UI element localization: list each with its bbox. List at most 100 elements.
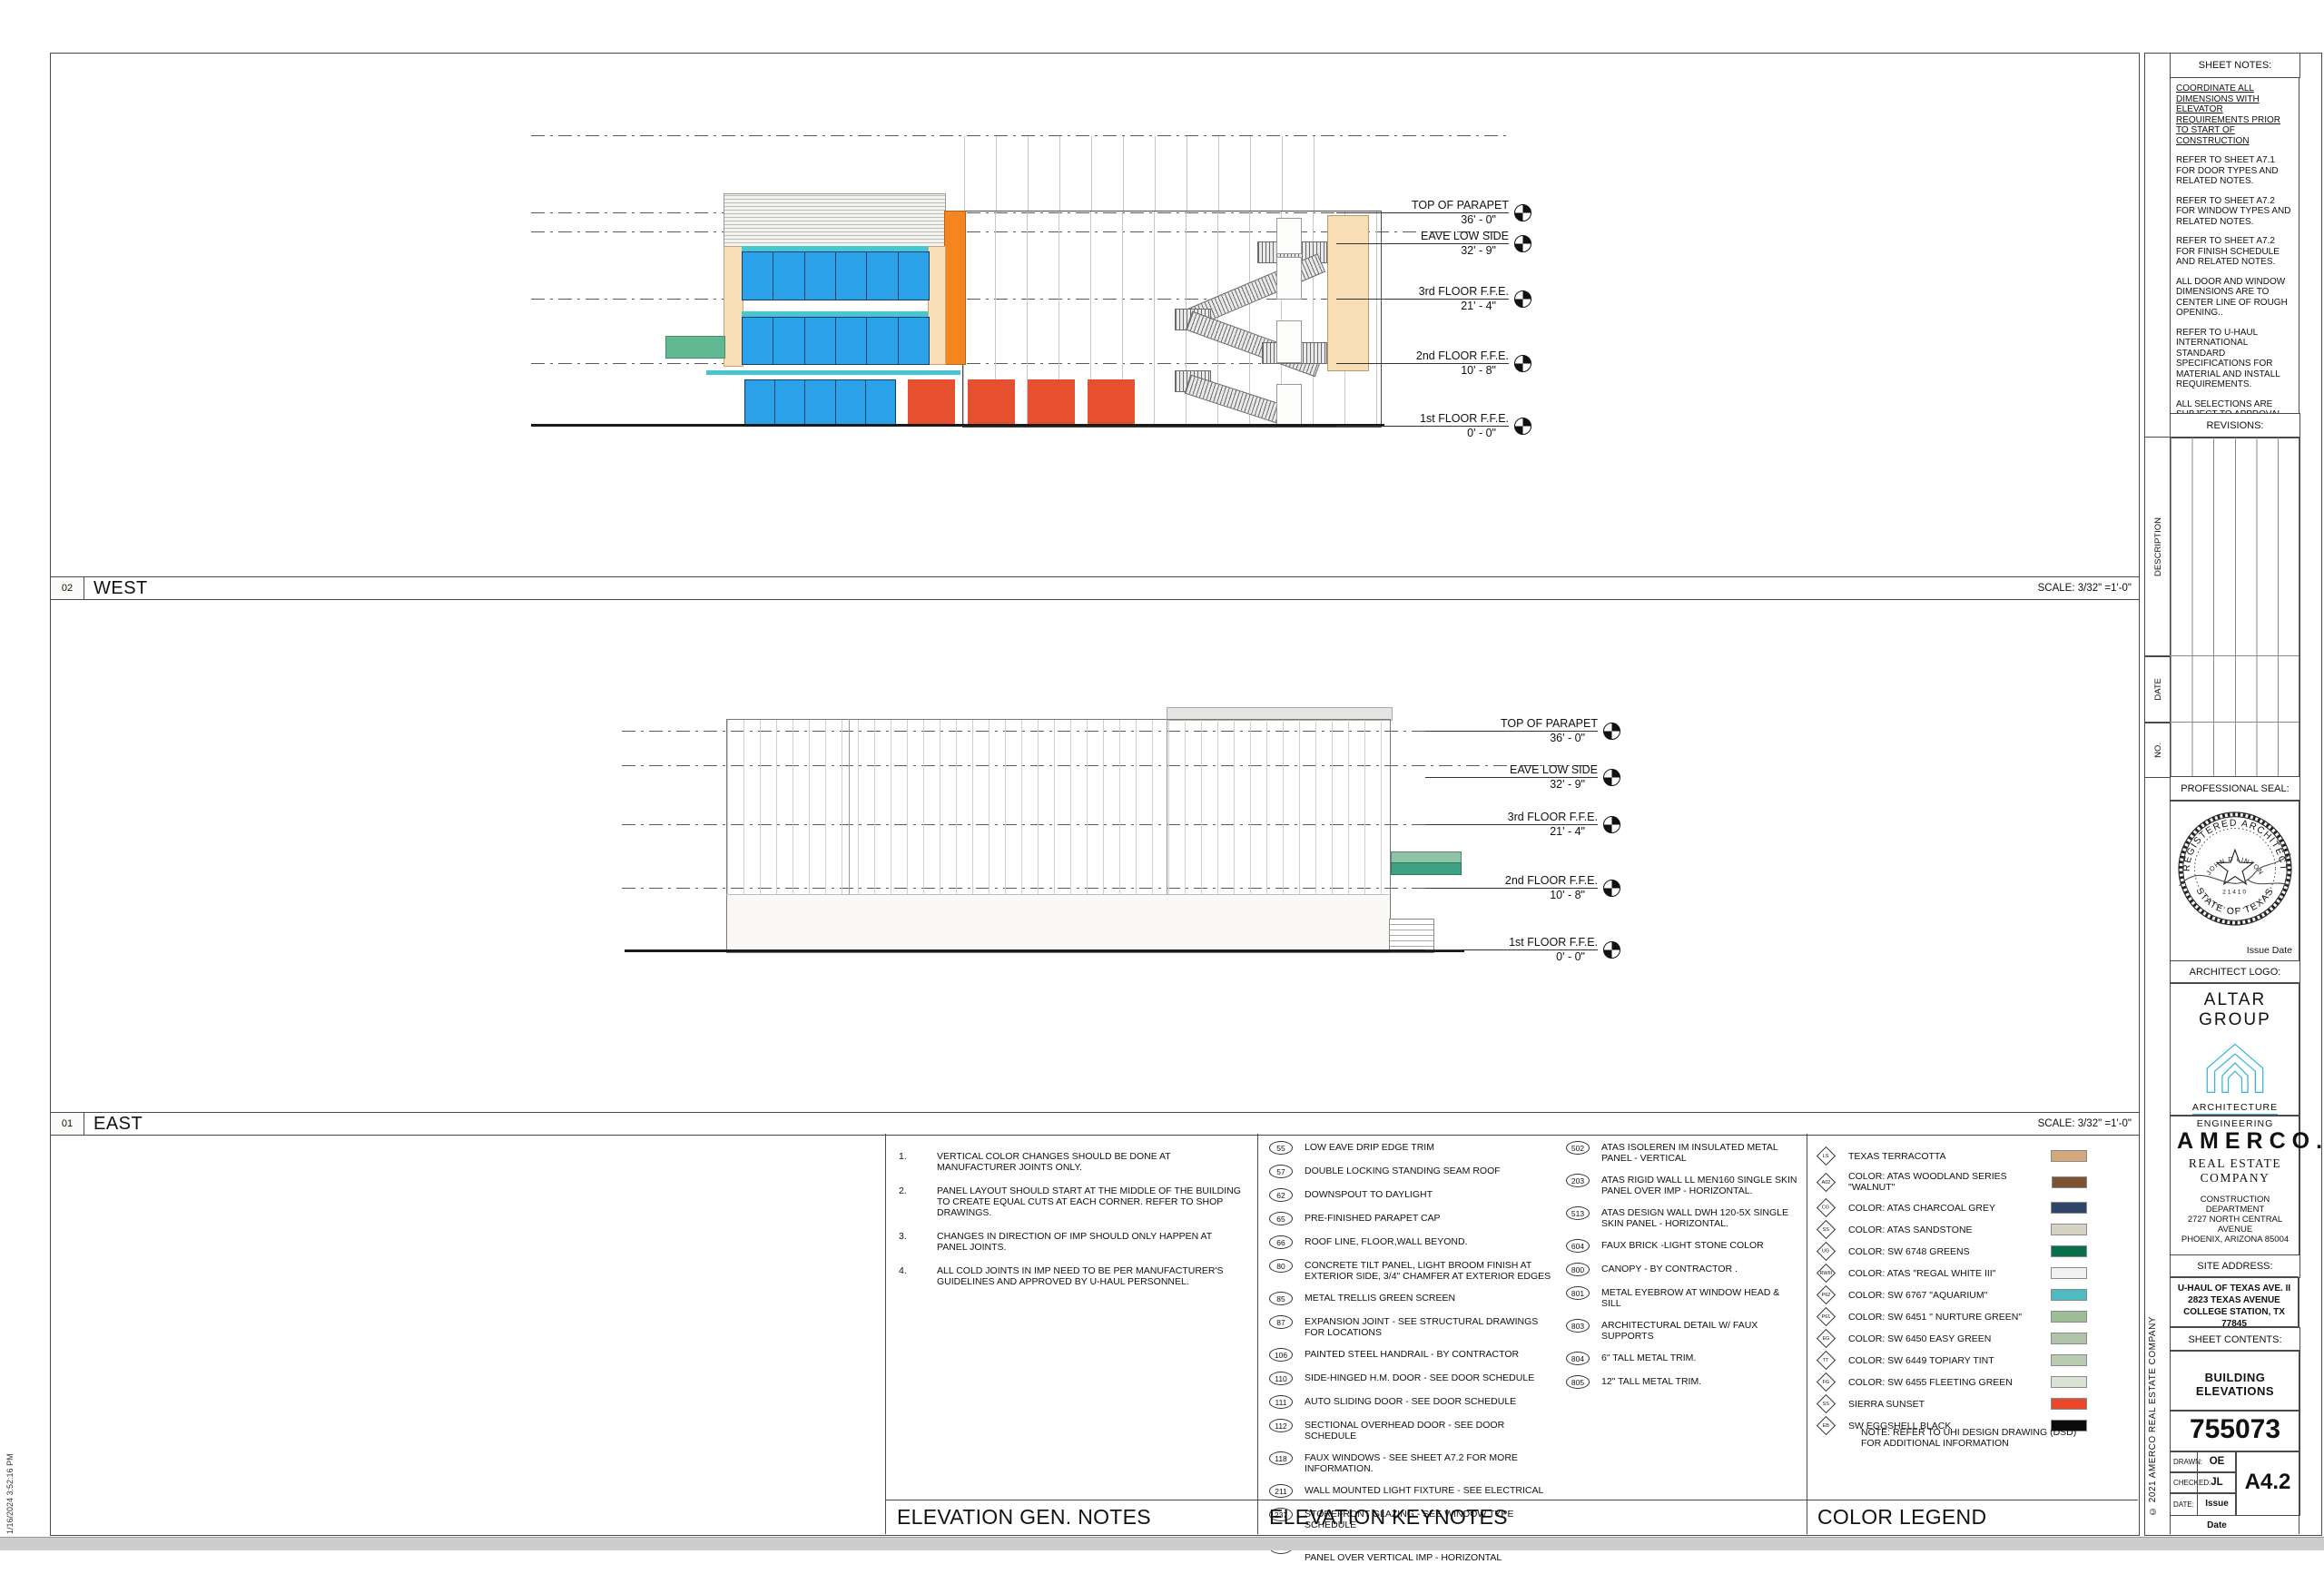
sheet-note-text: REFER TO U-HAUL INTERNATIONAL STANDARD S… <box>2176 327 2280 390</box>
datum-icon <box>1603 723 1620 740</box>
datum-icon <box>1603 941 1620 959</box>
keynote-text: SECTIONAL OVERHEAD DOOR - SEE DOOR SCHED… <box>1305 1420 1505 1441</box>
legend-swatch <box>2051 1224 2087 1235</box>
legend-label: COLOR: SW 6455 FLEETING GREEN <box>1848 1376 2013 1388</box>
legend-code-diamond-icon: RWIII <box>1816 1263 1837 1284</box>
bottom-gray-strip <box>0 1537 2324 1550</box>
level-label: TOP OF PARAPET <box>1425 717 1598 732</box>
keynote: 112 SECTIONAL OVERHEAD DOOR - SEE DOOR S… <box>1269 1419 1556 1441</box>
keynote-number: 55 <box>1269 1141 1293 1155</box>
level-label: 1st FLOOR F.F.E. <box>1425 936 1598 950</box>
east-scale: SCALE: 3/32" =1'-0" <box>2037 1118 2132 1129</box>
keynote: 502 ATAS ISOLEREN IM INSULATED METAL PAN… <box>1566 1141 1797 1164</box>
gen-note-number: 3. <box>899 1231 907 1242</box>
level-label: EAVE LOW SIDE <box>1425 763 1598 778</box>
legend-label: COLOR: ATAS SANDSTONE <box>1848 1224 1973 1235</box>
west-overhead-door-1 <box>908 379 955 425</box>
keynote: 66 ROOF LINE, FLOOR,WALL BEYOND. <box>1269 1235 1556 1249</box>
west-window-band-2nd <box>742 317 930 365</box>
keynote-number: 804 <box>1566 1352 1590 1365</box>
legend-item: EB SW EGGSHELL BLACK <box>1816 1415 2087 1436</box>
legend-swatch <box>2051 1420 2087 1431</box>
firm-tagline: REAL ESTATE COMPANY <box>2188 1156 2282 1185</box>
keynote: 106 PAINTED STEEL HANDRAIL - BY CONTRACT… <box>1269 1348 1556 1362</box>
level-label: 2nd FLOOR F.F.E. <box>1425 874 1598 889</box>
sheet-note-text: ALL DOOR AND WINDOW DIMENSIONS ARE TO CE… <box>2176 276 2288 319</box>
west-tan-band-right <box>1327 215 1369 371</box>
keynote-text: DOUBLE LOCKING STANDING SEAM ROOF <box>1305 1166 1501 1176</box>
keynote: 62 DOWNSPOUT TO DAYLIGHT <box>1269 1188 1556 1202</box>
legend-swatch <box>2051 1376 2087 1388</box>
keynote-text: SIDE-HINGED H.M. DOOR - SEE DOOR SCHEDUL… <box>1305 1372 1535 1383</box>
legend-swatch <box>2051 1245 2087 1257</box>
keynote: 804 6" TALL METAL TRIM. <box>1566 1352 1797 1365</box>
east-1st-floor-panel <box>727 895 1388 950</box>
svg-text:21410: 21410 <box>2222 889 2248 895</box>
sheet-note: COORDINATE ALL DIMENSIONS WITH ELEVATOR … <box>2176 84 2292 146</box>
west-storefront-band-1st <box>744 379 896 425</box>
east-floor-line <box>726 894 1389 895</box>
keynote: 110 SIDE-HINGED H.M. DOOR - SEE DOOR SCH… <box>1269 1372 1556 1385</box>
sheet-note-text: REFER TO SHEET A7.2 FOR WINDOW TYPES AND… <box>2176 195 2291 227</box>
legend-swatch <box>2051 1202 2087 1214</box>
checked-label: CHECKED: <box>2173 1479 2211 1487</box>
legend-swatch <box>2051 1150 2087 1162</box>
keynote: 111 AUTO SLIDING DOOR - SEE DOOR SCHEDUL… <box>1269 1395 1556 1409</box>
gen-note-number: 2. <box>899 1185 907 1196</box>
legend-swatch <box>2051 1176 2087 1188</box>
plot-timestamp: 1/16/2024 3:52:16 PM <box>5 1453 15 1534</box>
legend-swatch <box>2051 1354 2087 1366</box>
sheet-number-box: A4.2 <box>2235 1451 2300 1516</box>
legend-label: COLOR: ATAS CHARCOAL GREY <box>1848 1202 1996 1214</box>
keynote: 80 CONCRETE TILT PANEL, LIGHT BROOM FINI… <box>1269 1259 1556 1282</box>
level-elevation: 32' - 9" <box>1461 244 1496 257</box>
level-label: 3rd FLOOR F.F.E. <box>1425 811 1598 825</box>
keynote-text: FAUX BRICK -LIGHT STONE COLOR <box>1601 1240 1764 1251</box>
west-canopy <box>665 336 725 359</box>
sheet-note-text: REFER TO SHEET A7.1 FOR DOOR TYPES AND R… <box>2176 155 2279 186</box>
legend-label: COLOR: ATAS "REGAL WHITE III" <box>1848 1267 1996 1279</box>
legend-item: UG COLOR: SW 6748 GREENS <box>1816 1241 2087 1262</box>
west-orange-stripe <box>944 211 966 365</box>
keynote-text: AUTO SLIDING DOOR - SEE DOOR SCHEDULE <box>1305 1396 1517 1407</box>
west-level-parapet: TOP OF PARAPET 36' - 0" <box>1336 199 1509 226</box>
datum-icon <box>1514 418 1531 435</box>
west-parapet-hatch <box>724 193 946 248</box>
seal-box: REGISTERED ARCHITECT JOHN D LINTON STATE… <box>2170 800 2300 962</box>
east-number-box: 01 <box>51 1113 84 1135</box>
keynote-text: PRE-FINISHED PARAPET CAP <box>1305 1213 1441 1224</box>
keynote-number: 801 <box>1566 1286 1590 1300</box>
keynote-number: 203 <box>1566 1174 1590 1187</box>
keynote-number: 87 <box>1269 1315 1293 1329</box>
gen-notes-list: 1. VERTICAL COLOR CHANGES SHOULD BE DONE… <box>899 1151 1244 1300</box>
keynote-text: PAINTED STEEL HANDRAIL - BY CONTRACTOR <box>1305 1349 1520 1360</box>
east-ground-line <box>625 949 1464 952</box>
divider <box>885 1134 886 1534</box>
west-parapet-panel-lines <box>964 136 1327 211</box>
legend-item: P61 COLOR: SW 6451 " NURTURE GREEN" <box>1816 1306 2087 1327</box>
keynote: 57 DOUBLE LOCKING STANDING SEAM ROOF <box>1269 1165 1556 1178</box>
keynote-number: 80 <box>1269 1259 1293 1273</box>
east-level-2nd: 2nd FLOOR F.F.E. 10' - 8" <box>1425 874 1598 901</box>
keynote-text: 6" TALL METAL TRIM. <box>1601 1353 1697 1363</box>
svg-text:JOHN D LINTON: JOHN D LINTON <box>2205 855 2265 876</box>
site-line3: COLLEGE STATION, TX 77845 <box>2183 1307 2285 1329</box>
firm-box: AMERCO. REAL ESTATE COMPANY CONSTRUCTION… <box>2170 1115 2322 1265</box>
west-door-2nd <box>1276 320 1302 363</box>
site-address-box: U-HAUL OF TEXAS AVE. II 2823 TEXAS AVENU… <box>2170 1276 2299 1329</box>
gen-note-text: CHANGES IN DIRECTION OF IMP SHOULD ONLY … <box>937 1231 1213 1253</box>
seal-issue-date: Issue Date <box>2246 945 2292 956</box>
legend-code-diamond-icon: P61 <box>1816 1306 1837 1327</box>
east-panel-joint-1 <box>849 719 850 951</box>
gen-note-text: ALL COLD JOINTS IN IMP NEED TO BE PER MA… <box>937 1265 1224 1287</box>
legend-item: P62 COLOR: SW 6767 "AQUARIUM" <box>1816 1284 2087 1305</box>
legend-code-diamond-icon: A02 <box>1816 1172 1837 1192</box>
legend-item: CG COLOR: ATAS CHARCOAL GREY <box>1816 1197 2087 1218</box>
keynote-number: 803 <box>1566 1319 1590 1333</box>
sheet-notes-list: COORDINATE ALL DIMENSIONS WITH ELEVATOR … <box>2176 84 2292 450</box>
sheet-note: REFER TO SHEET A7.1 FOR DOOR TYPES AND R… <box>2176 155 2292 187</box>
sheet-contents-value: BUILDING ELEVATIONS <box>2195 1371 2275 1398</box>
sheet-note: REFER TO SHEET A7.2 FOR FINISH SCHEDULE … <box>2176 236 2292 268</box>
west-tan-pilaster-left <box>724 246 743 367</box>
datum-icon <box>1514 204 1531 221</box>
